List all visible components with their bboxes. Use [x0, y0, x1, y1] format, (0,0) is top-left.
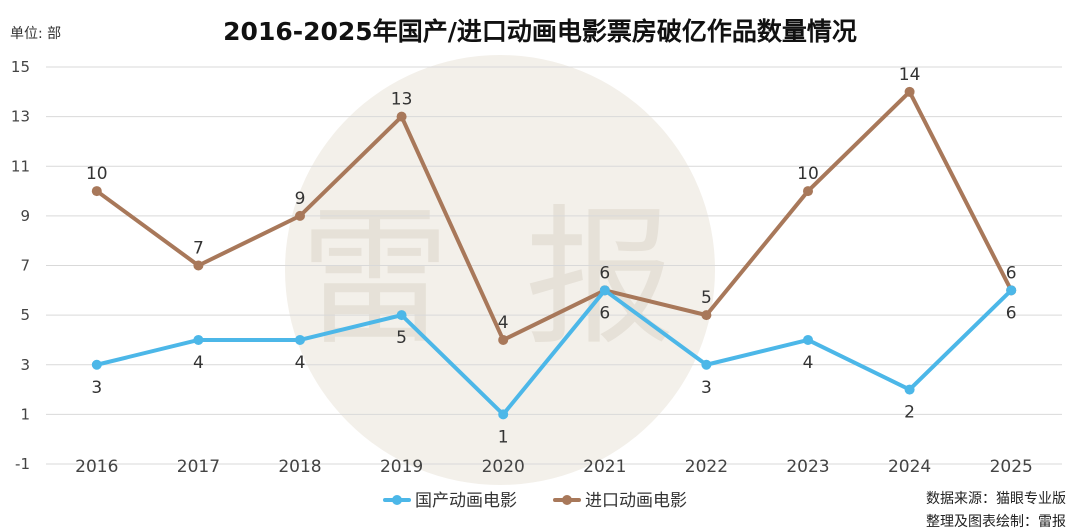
- watermark: 雷 报: [285, 55, 715, 485]
- data-label: 6: [1006, 303, 1017, 323]
- x-tick-label: 2016: [75, 457, 118, 477]
- x-tick-label: 2021: [583, 457, 626, 477]
- data-label: 14: [899, 65, 921, 85]
- x-tick-label: 2024: [888, 457, 931, 477]
- legend-label: 进口动画电影: [585, 491, 687, 511]
- data-point: [599, 285, 610, 296]
- y-tick-label: 7: [20, 257, 30, 275]
- unit-label: 单位: 部: [10, 26, 61, 42]
- legend-marker: [562, 495, 572, 505]
- data-label: 6: [599, 303, 610, 323]
- data-label: 9: [295, 189, 306, 209]
- legend: 国产动画电影 进口动画电影: [383, 491, 687, 511]
- series-layer: [91, 86, 1017, 420]
- x-tick-label: 2025: [990, 457, 1033, 477]
- legend-label: 国产动画电影: [415, 491, 517, 511]
- data-point: [193, 334, 204, 345]
- data-point: [904, 384, 915, 395]
- series-line: [94, 89, 1014, 342]
- data-label: 4: [498, 313, 509, 333]
- y-tick-label: 3: [20, 356, 30, 374]
- data-label: 10: [86, 164, 108, 184]
- data-label: 3: [701, 378, 712, 398]
- legend-marker: [392, 495, 402, 505]
- y-tick-label: 5: [20, 306, 30, 324]
- data-label: 10: [797, 164, 819, 184]
- y-tick-label: 11: [11, 157, 30, 175]
- data-point: [904, 86, 915, 97]
- data-label: 3: [91, 378, 102, 398]
- data-point: [701, 359, 712, 370]
- x-tick-label: 2019: [380, 457, 423, 477]
- y-tick-label: 9: [20, 207, 30, 225]
- watermark-circle: [285, 55, 715, 485]
- data-label: 4: [803, 353, 814, 373]
- x-tick-label: 2020: [482, 457, 525, 477]
- data-label: 5: [396, 328, 407, 348]
- data-label: 2: [904, 403, 915, 423]
- data-point: [701, 310, 712, 321]
- data-label: 6: [1006, 263, 1017, 283]
- data-point: [193, 260, 204, 271]
- watermark-char-2: 报: [525, 192, 675, 366]
- y-tick-label: 15: [11, 58, 30, 76]
- data-point: [295, 210, 305, 221]
- data-label: 6: [599, 263, 610, 283]
- x-tick-label: 2022: [685, 457, 728, 477]
- data-label: 4: [295, 353, 306, 373]
- y-tick-label: 13: [11, 108, 30, 126]
- data-label: 7: [193, 239, 204, 259]
- data-label: 5: [701, 288, 712, 308]
- source-line-1: 数据来源：猫眼专业版: [926, 491, 1066, 507]
- data-point: [498, 409, 509, 420]
- data-point: [803, 186, 813, 197]
- data-label: 1: [498, 427, 509, 447]
- x-tick-label: 2017: [177, 457, 220, 477]
- data-point: [91, 186, 102, 197]
- y-tick-label: -1: [15, 455, 30, 473]
- series-line: [94, 288, 1014, 417]
- data-point: [803, 334, 813, 345]
- chart-title: 2016-2025年国产/进口动画电影票房破亿作品数量情况: [223, 17, 857, 46]
- data-label: 13: [391, 90, 413, 110]
- source-line-2: 整理及图表绘制：雷报: [926, 514, 1066, 530]
- data-point: [396, 111, 407, 122]
- data-point: [1006, 285, 1017, 296]
- data-point: [396, 310, 407, 321]
- x-tick-label: 2018: [278, 457, 321, 477]
- data-labels: 10 7 9 13 4 6 5 10 14 6 3 4 4 5 1 6 3 4 2 6: [86, 65, 1017, 448]
- x-axis: 2016 2017 2018 2019 2020 2021 2022 2023 2024 2025: [75, 457, 1033, 477]
- data-point: [295, 334, 305, 345]
- data-label: 4: [193, 353, 204, 373]
- x-tick-label: 2023: [786, 457, 829, 477]
- y-tick-label: 1: [20, 405, 30, 423]
- data-point: [498, 334, 509, 345]
- data-point: [91, 359, 102, 370]
